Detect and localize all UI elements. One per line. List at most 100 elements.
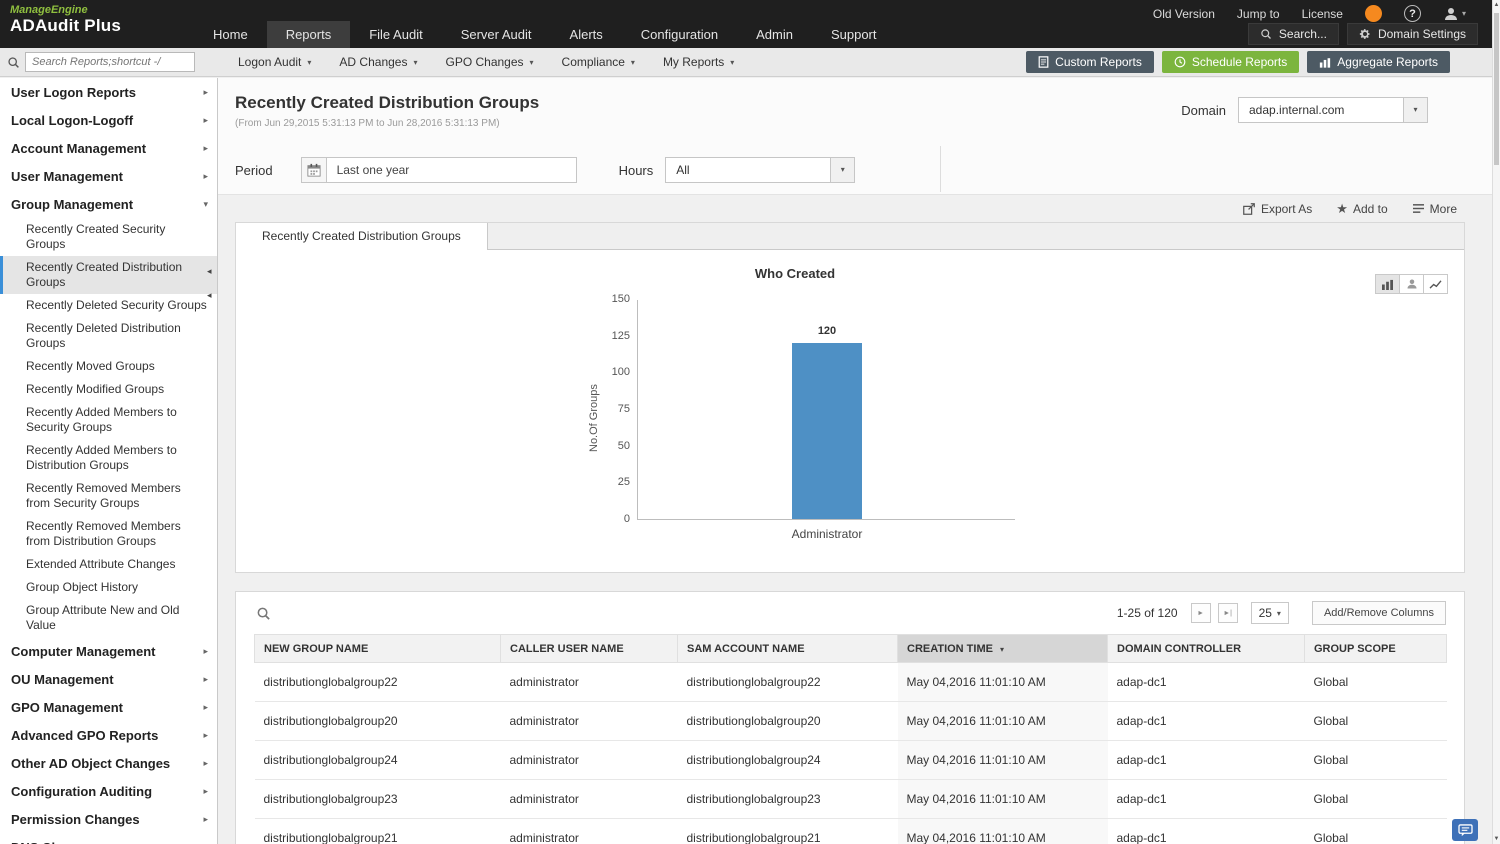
support-icon[interactable] (1364, 5, 1382, 22)
jump-to-link[interactable]: Jump to (1236, 6, 1280, 21)
menu-ad-changes[interactable]: AD Changes ▾ (339, 55, 418, 69)
chevron-down-icon: ▾ (630, 57, 635, 67)
menu-my-reports[interactable]: My Reports ▾ (662, 55, 735, 69)
sidebar-item-recently-moved-groups[interactable]: Recently Moved Groups (26, 359, 155, 373)
sidebar-item-gpo-management[interactable]: GPO Management ▸ (11, 699, 208, 715)
sidebar-item-recently-removed-members-security[interactable]: Recently Removed Members from Security G… (26, 481, 181, 510)
domain-select[interactable]: adap.internal.com ▾ (1238, 97, 1428, 123)
page-scrollbar[interactable]: ▲ ▼ (1492, 0, 1500, 844)
nav-home[interactable]: Home (213, 27, 248, 42)
sidebar-item-group-attribute-new-old-value[interactable]: Group Attribute New and Old Value (26, 603, 180, 632)
sidebar-item-other-ad-object-changes[interactable]: Other AD Object Changes ▸ (11, 755, 208, 771)
user-summary-view-button[interactable] (1399, 274, 1424, 294)
sidebar-item-account-management[interactable]: Account Management ▸ (11, 140, 208, 156)
sidebar-item-dns-changes[interactable]: DNS Changes▸ (0, 833, 217, 844)
table-row[interactable]: distributionglobalgroup20 administrator … (254, 701, 1447, 741)
nav-configuration[interactable]: Configuration (640, 27, 719, 42)
search-icon (1261, 29, 1271, 39)
sidebar-item-user-logon-reports[interactable]: User Logon Reports ▸ (11, 84, 208, 100)
global-search-button[interactable]: Search... (1247, 23, 1339, 45)
account-icon[interactable]: ▾ (1443, 6, 1466, 22)
nav-alerts[interactable]: Alerts (569, 27, 603, 42)
col-header-caller-user-name[interactable]: CALLER USER NAME (500, 634, 678, 663)
sidebar-item-configuration-auditing[interactable]: Configuration Auditing ▸ (11, 783, 208, 799)
sidebar-item-recently-removed-members-distribution[interactable]: Recently Removed Members from Distributi… (26, 519, 181, 548)
menu-logon-audit[interactable]: Logon Audit ▾ (238, 55, 312, 69)
report-content: Recently Created Distribution Groups (Fr… (218, 78, 1492, 844)
sidebar-item-recently-added-members-security[interactable]: Recently Added Members to Security Group… (26, 405, 177, 434)
add-to-link[interactable]: ★ Add to (1336, 200, 1388, 216)
nav-server-audit[interactable]: Server Audit (460, 27, 532, 42)
page-size-select[interactable]: 25 ▾ (1250, 602, 1289, 624)
bar-administrator[interactable] (792, 343, 862, 519)
sidebar-item-extended-attribute-changes[interactable]: Extended Attribute Changes (26, 557, 176, 571)
sidebar-item-recently-modified-groups[interactable]: Recently Modified Groups (26, 382, 165, 396)
export-as-link[interactable]: Export As (1242, 202, 1312, 216)
table-row[interactable]: distributionglobalgroup21 administrator … (254, 818, 1447, 844)
sidebar-item-recently-deleted-security-groups[interactable]: Recently Deleted Security Groups (26, 298, 207, 312)
sidebar-item-recently-deleted-distribution-groups[interactable]: Recently Deleted Distribution Groups (26, 321, 181, 350)
calendar-button[interactable] (300, 157, 327, 183)
period-input[interactable] (326, 157, 577, 183)
scroll-up-icon[interactable]: ▲ (1493, 2, 1500, 8)
chat-icon[interactable] (1452, 819, 1478, 841)
col-header-domain-controller[interactable]: DOMAIN CONTROLLER (1107, 634, 1305, 663)
app-logo[interactable]: ManageEngine ADAudit Plus (10, 4, 121, 36)
schedule-reports-button[interactable]: Schedule Reports (1161, 51, 1300, 73)
nav-file-audit[interactable]: File Audit (369, 27, 423, 42)
scrollbar-thumb[interactable] (1494, 13, 1499, 165)
sidebar-item-advanced-gpo-reports[interactable]: Advanced GPO Reports ▸ (11, 727, 208, 743)
col-header-creation-time[interactable]: CREATION TIME ▾ (897, 634, 1108, 663)
chevron-right-icon: ▸ (203, 645, 208, 656)
nav-admin[interactable]: Admin (756, 27, 793, 42)
nav-reports[interactable]: Reports (266, 21, 351, 48)
y-axis-tick: 100 (611, 366, 630, 379)
cell-creation-time: May 04,2016 11:01:10 AM (897, 779, 1108, 819)
report-table-card: 1-25 of 120 ► ►| 25 ▾ Add/Remove Columns… (235, 591, 1465, 844)
table-row[interactable]: distributionglobalgroup23 administrator … (254, 779, 1447, 819)
tab-recently-created-distribution-groups[interactable]: Recently Created Distribution Groups (236, 223, 488, 250)
aggregate-reports-button[interactable]: Aggregate Reports (1307, 51, 1450, 73)
sidebar-item-user-management[interactable]: User Management ▸ (11, 168, 208, 184)
calendar-icon (307, 163, 321, 177)
sidebar-item-recently-created-security-groups[interactable]: Recently Created Security Groups (26, 222, 166, 251)
hours-select[interactable]: All ▾ (665, 157, 856, 183)
more-link[interactable]: More (1412, 202, 1457, 216)
chevron-down-icon: ▾ (307, 57, 312, 67)
add-remove-columns-button[interactable]: Add/Remove Columns (1311, 601, 1446, 625)
col-header-new-group-name[interactable]: NEW GROUP NAME (254, 634, 501, 663)
menu-gpo-changes[interactable]: GPO Changes ▾ (445, 55, 534, 69)
sidebar-item-permission-changes[interactable]: Permission Changes ▸ (11, 811, 208, 827)
menu-compliance[interactable]: Compliance ▾ (561, 55, 635, 69)
col-header-group-scope[interactable]: GROUP SCOPE (1304, 634, 1447, 663)
cell-group-scope: Global (1304, 779, 1447, 819)
sidebar-item-recently-added-members-distribution[interactable]: Recently Added Members to Distribution G… (26, 443, 177, 472)
scroll-down-icon[interactable]: ▼ (1493, 836, 1500, 842)
table-row[interactable]: distributionglobalgroup22 administrator … (254, 662, 1447, 702)
clock-icon (1174, 56, 1186, 68)
nav-support[interactable]: Support (830, 27, 877, 42)
help-icon[interactable]: ? (1403, 5, 1421, 22)
sidebar-item-recently-created-distribution-groups[interactable]: Recently Created Distribution Groups (0, 256, 217, 294)
old-version-link[interactable]: Old Version (1152, 6, 1215, 21)
sidebar-collapse-handle[interactable]: ◂ ◂ (207, 266, 212, 301)
sidebar-item-computer-management[interactable]: Computer Management ▸ (11, 643, 208, 659)
sidebar-item-group-object-history[interactable]: Group Object History (26, 580, 139, 594)
col-header-sam-account-name[interactable]: SAM ACCOUNT NAME (677, 634, 898, 663)
next-page-button[interactable]: ► (1190, 603, 1211, 623)
sidebar-item-ou-management[interactable]: OU Management ▸ (11, 671, 208, 687)
report-search-input[interactable] (25, 52, 195, 72)
domain-settings-button[interactable]: Domain Settings (1346, 23, 1478, 45)
last-page-button[interactable]: ►| (1217, 603, 1238, 623)
page-title: Recently Created Distribution Groups (235, 93, 540, 112)
reports-sidebar: User Logon Reports ▸ Local Logon-Logoff ▸ … (0, 78, 218, 844)
sidebar-item-local-logon-logoff[interactable]: Local Logon-Logoff ▸ (11, 112, 208, 128)
line-chart-view-button[interactable] (1423, 274, 1448, 294)
table-row[interactable]: distributionglobalgroup24 administrator … (254, 740, 1447, 780)
bar-chart-view-button[interactable] (1375, 274, 1400, 294)
sidebar-item-group-management[interactable]: Group Management ▾ (11, 196, 208, 212)
license-link[interactable]: License (1301, 6, 1343, 21)
custom-reports-button[interactable]: Custom Reports (1026, 51, 1154, 73)
table-search-button[interactable] (256, 606, 271, 621)
report-actions: Export As ★ Add to More (218, 195, 1492, 222)
